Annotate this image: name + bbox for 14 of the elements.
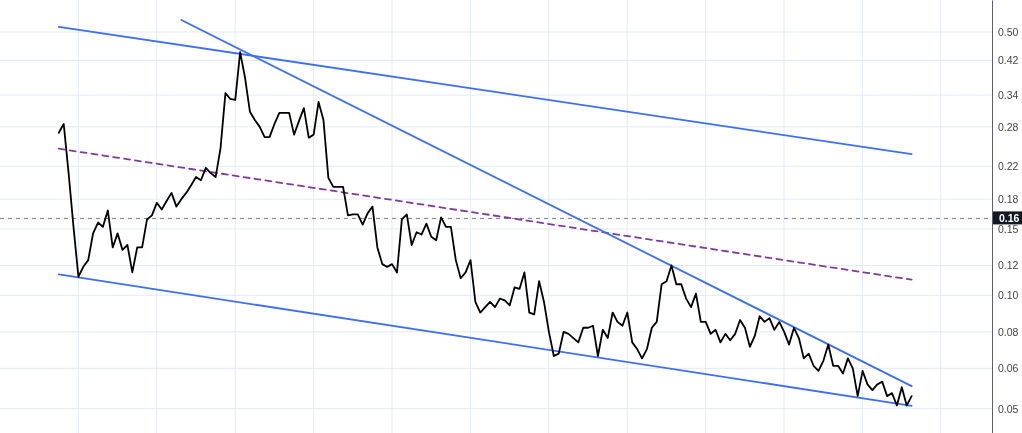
y-tick-label: 0.28: [998, 120, 1019, 133]
y-tick-label: 0.05: [998, 402, 1019, 415]
y-tick-label: 0.42: [998, 54, 1019, 67]
y-tick-label: 0.10: [998, 289, 1019, 302]
line-series: [57, 51, 913, 407]
y-tick-label: 0.50: [998, 25, 1019, 38]
y-tick-label: 0.34: [998, 88, 1019, 101]
y-tick-label: 0.08: [998, 325, 1019, 338]
y-tick-label: 0.12: [998, 259, 1019, 272]
ref-line-label: 0.16: [999, 212, 1020, 225]
y-tick-label: 0.15: [998, 222, 1019, 235]
y-tick-label: 0.22: [998, 160, 1019, 173]
y-tick-label: 0.06: [998, 362, 1019, 375]
y-tick-label: 0.18: [998, 193, 1019, 205]
